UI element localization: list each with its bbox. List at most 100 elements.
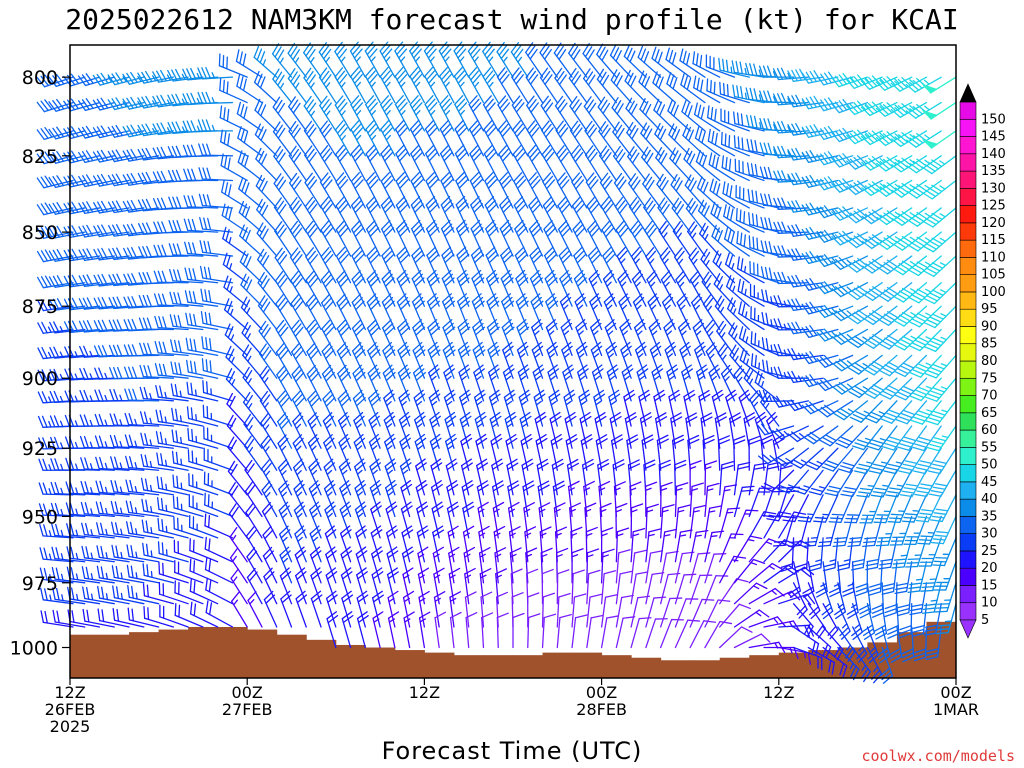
wind-barb: [170, 383, 204, 402]
wind-barb: [417, 546, 429, 584]
wind-barb: [645, 247, 662, 284]
wind-barb: [321, 293, 337, 331]
wind-barb: [921, 101, 957, 120]
wind-barb: [620, 341, 632, 379]
wind-barb: [411, 246, 426, 284]
wind-barb: [760, 469, 795, 492]
wind-barb: [81, 545, 115, 563]
wind-barb: [645, 618, 668, 649]
wind-barb: [295, 590, 308, 628]
wind-barb: [325, 590, 338, 628]
wind-barb: [242, 366, 263, 402]
wind-barb: [733, 135, 765, 157]
y-tick-label: 900: [22, 368, 58, 390]
wind-barb: [704, 599, 731, 628]
colorbar-swatch: [959, 118, 977, 137]
wind-barb: [237, 150, 263, 182]
wind-barb: [186, 381, 219, 402]
wind-barb: [862, 515, 883, 548]
wind-barb: [778, 646, 812, 665]
wind-barb: [263, 567, 278, 605]
colorbar-swatch: [959, 205, 977, 224]
wind-barb: [308, 458, 322, 496]
wind-barb: [486, 319, 500, 357]
wind-barb: [426, 269, 440, 307]
wind-barb: [787, 298, 824, 312]
terrain-layer: [70, 621, 957, 678]
wind-barb: [290, 319, 307, 357]
wind-barb: [254, 123, 278, 157]
wind-barb: [324, 525, 337, 563]
wind-barb: [706, 78, 736, 104]
wind-barb: [625, 97, 647, 132]
wind-barb: [828, 494, 854, 524]
wind-barb: [63, 201, 101, 215]
wind-barb: [441, 246, 455, 284]
wind-barb: [126, 521, 160, 539]
y-tick-label: 800: [22, 67, 58, 89]
wind-barb: [108, 224, 145, 237]
wind-barb: [65, 457, 101, 471]
colorbar-under-arrow: [959, 619, 977, 639]
wind-barb: [169, 268, 204, 284]
wind-barb: [719, 578, 749, 605]
wind-barb: [200, 311, 234, 331]
wind-barb: [371, 590, 384, 628]
wind-barb: [855, 561, 869, 597]
wind-barb: [110, 479, 145, 496]
wind-barb: [880, 400, 913, 424]
wind-barb: [238, 200, 263, 233]
wind-barb: [787, 348, 824, 361]
wind-barb: [782, 494, 809, 523]
wind-barb: [261, 459, 278, 496]
wind-barb: [819, 425, 854, 447]
terrain-block: [778, 652, 809, 678]
wind-barb: [366, 220, 381, 257]
wind-barb: [641, 146, 662, 182]
wind-barb: [923, 282, 957, 305]
wind-barb: [364, 66, 381, 104]
wind-barb: [688, 247, 706, 284]
wind-barb: [384, 458, 397, 496]
wind-barb: [664, 341, 677, 379]
wind-barb: [380, 171, 396, 209]
wind-barb: [543, 220, 558, 257]
wind-barb: [197, 119, 234, 132]
wind-barb: [861, 231, 898, 250]
wind-barb: [651, 46, 677, 78]
wind-barb: [273, 173, 293, 209]
wind-barb: [427, 319, 441, 357]
wind-barb: [580, 434, 593, 471]
wind-barb: [394, 41, 411, 78]
wind-barb: [704, 460, 718, 496]
wind-barb: [272, 96, 293, 132]
wind-barb: [152, 69, 189, 83]
wind-barb: [185, 312, 219, 331]
wind-barb: [409, 66, 426, 104]
wind-barb: [340, 567, 353, 605]
wind-barb: [760, 193, 795, 209]
wind-barb: [110, 500, 145, 518]
wind-barb: [894, 377, 928, 401]
wind-barb: [866, 626, 879, 664]
wind-barb: [397, 341, 411, 379]
wind-barb: [253, 45, 278, 78]
wind-barb: [719, 81, 750, 104]
wind-barb: [295, 567, 307, 605]
wind-barb: [370, 525, 383, 563]
wind-barb: [260, 434, 278, 471]
colorbar-label: 50: [981, 458, 998, 473]
wind-barb: [749, 390, 765, 427]
wind-barb: [660, 270, 677, 307]
colorbar-label: 95: [981, 302, 998, 317]
wind-barb: [468, 119, 485, 157]
wind-barb: [197, 66, 234, 80]
wind-barb: [122, 96, 160, 110]
wind-barb: [492, 501, 505, 539]
wind-barb: [898, 447, 928, 475]
wind-barb: [491, 458, 504, 496]
wind-barb: [763, 461, 780, 496]
wind-barb: [516, 319, 530, 357]
wind-barb: [440, 171, 455, 209]
wind-barb: [308, 480, 322, 518]
